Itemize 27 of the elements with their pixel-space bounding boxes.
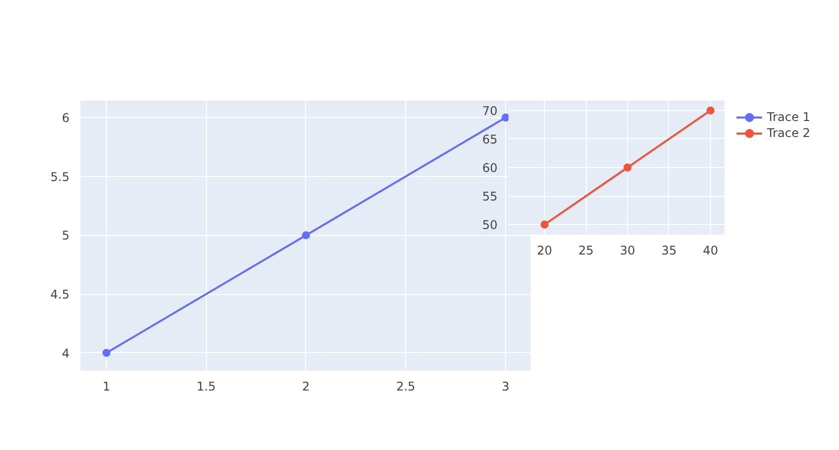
point <box>706 106 714 114</box>
x-tick-label: 40 <box>702 244 718 258</box>
point <box>102 348 110 357</box>
point <box>623 164 632 172</box>
x-tick-label: 1.5 <box>196 380 216 394</box>
point <box>302 231 310 240</box>
y-tick-label: 4 <box>62 346 70 360</box>
point <box>540 220 549 229</box>
x-tick-label: 30 <box>620 244 636 258</box>
x-tick-label: 1 <box>102 380 110 394</box>
y-tick-label: 70 <box>482 104 498 118</box>
y-tick-label: 65 <box>482 132 498 146</box>
y-tick-label: 4.5 <box>50 288 70 302</box>
x-tick-label: 25 <box>578 244 594 258</box>
x-tick-label: 35 <box>661 244 677 258</box>
x-tick-label: 2 <box>302 380 310 394</box>
legend-label: Trace 2 <box>767 126 810 140</box>
y-tick-label: 5 <box>62 228 70 243</box>
y-tick-label: 50 <box>482 218 498 232</box>
y-tick-label: 55 <box>482 190 498 204</box>
x-tick-label: 3 <box>502 380 510 394</box>
y-tick-label: 5.5 <box>50 170 70 184</box>
y-tick-label: 6 <box>62 111 70 126</box>
x-tick-label: 20 <box>536 244 552 258</box>
legend-label: Trace 1 <box>767 110 810 124</box>
x-tick-label: 2.5 <box>396 380 416 394</box>
y-tick-label: 60 <box>482 161 498 175</box>
